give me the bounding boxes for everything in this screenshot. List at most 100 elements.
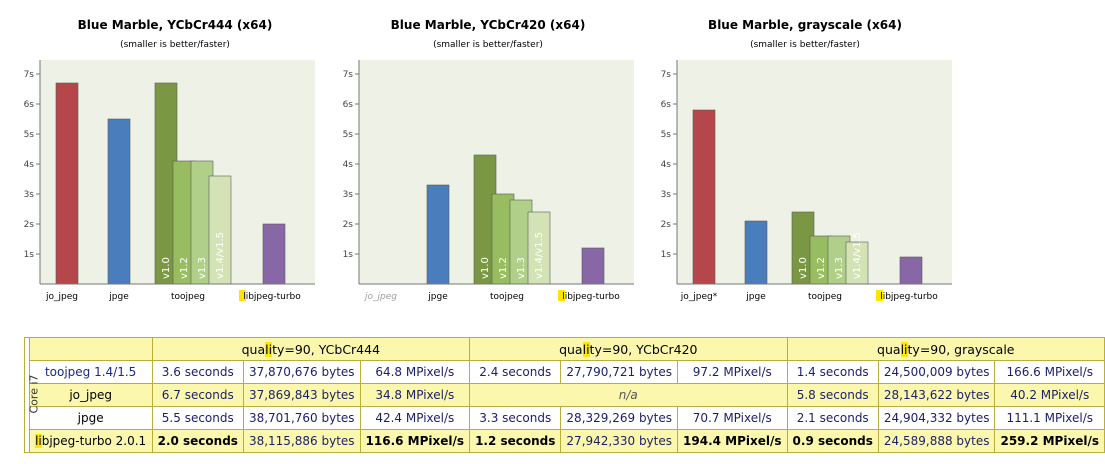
y-tick-label: 7s xyxy=(24,70,35,80)
cell: 42.4 MPixel/s xyxy=(359,406,471,430)
chart-3: Blue Marble, grayscale (x64) (smaller is … xyxy=(661,18,952,302)
y-tick-label: 1s xyxy=(24,250,35,260)
label-highlight xyxy=(558,290,565,301)
category-label: toojpeg xyxy=(490,292,524,302)
table-row-libjpeg-turbo: libjpeg-turbo 2.0.1 2.0 seconds 38,115,8… xyxy=(25,429,1105,453)
category-label: jpge xyxy=(108,292,129,302)
chart-title: Blue Marble, grayscale (x64) xyxy=(708,18,902,32)
bar xyxy=(107,118,131,285)
header-ycbcr444-text: quality=90, YCbCr444 xyxy=(241,341,381,357)
y-tick-label: 4s xyxy=(343,160,354,170)
cell: 40.2 MPixel/s xyxy=(994,383,1105,407)
category-label: toojpeg xyxy=(808,292,842,302)
cell: 259.2 MPixel/s xyxy=(994,429,1105,453)
cell: 24,589,888 bytes xyxy=(877,429,996,453)
category-label: jo_jpeg* xyxy=(680,292,718,302)
bar-version-label: v1.0 xyxy=(161,257,172,279)
cell: 5.5 seconds xyxy=(151,406,244,430)
category-label: jo_jpeg xyxy=(363,292,397,302)
chart-subtitle: (smaller is better/faster) xyxy=(120,40,230,50)
cell: 2.1 seconds xyxy=(786,406,879,430)
bar-version-label: v1.4/v1.5 xyxy=(852,232,863,279)
cell: 194.4 MPixel/s xyxy=(677,429,788,453)
cell: 2.0 seconds xyxy=(151,429,244,453)
cell: 34.8 MPixel/s xyxy=(359,383,471,407)
benchmark-charts: Blue Marble, YCbCr444 (x64) (smaller is b… xyxy=(24,18,952,302)
benchmark-table: Core i7 quality=90, YCbCr444 quality=90,… xyxy=(24,337,1105,453)
category-label: toojpeg xyxy=(171,292,205,302)
cell: 24,500,009 bytes xyxy=(877,360,996,384)
y-tick-label: 5s xyxy=(24,130,35,140)
category-label: jpge xyxy=(427,292,448,302)
table-row-jpge: jpge 5.5 seconds 38,701,760 bytes 42.4 M… xyxy=(25,406,1105,430)
bar-version-label: v1.4/v1.5 xyxy=(215,232,226,279)
cell: 37,869,843 bytes xyxy=(242,383,361,407)
core-label-cell: Core i7 xyxy=(24,337,41,453)
y-tick-label: 5s xyxy=(661,130,672,140)
header-empty xyxy=(28,337,153,361)
cell: 166.6 MPixel/s xyxy=(994,360,1105,384)
bar xyxy=(426,184,450,285)
bar xyxy=(692,109,716,285)
label-highlight xyxy=(876,290,883,301)
bar-version-label: v1.3 xyxy=(516,257,527,279)
cell: 111.1 MPixel/s xyxy=(994,406,1105,430)
core-label: Core i7 xyxy=(27,374,41,414)
y-tick-label: 1s xyxy=(343,250,354,260)
y-tick-label: 6s xyxy=(24,100,35,110)
bar-version-label: v1.2 xyxy=(179,257,190,279)
bar-version-label: v1.3 xyxy=(834,257,845,279)
bar xyxy=(744,220,768,285)
cell: 3.3 seconds xyxy=(469,406,562,430)
bar xyxy=(581,247,605,285)
chart-title: Blue Marble, YCbCr420 (x64) xyxy=(391,18,586,32)
category-label: jo_jpeg xyxy=(45,292,78,302)
cell: 5.8 seconds xyxy=(786,383,879,407)
y-tick-label: 3s xyxy=(343,190,354,200)
y-tick-label: 4s xyxy=(24,160,35,170)
cell: 28,143,622 bytes xyxy=(877,383,996,407)
row-label-jpge: jpge xyxy=(28,406,153,430)
bar-version-label: v1.3 xyxy=(197,257,208,279)
cell: 2.4 seconds xyxy=(469,360,562,384)
cell: 28,329,269 bytes xyxy=(560,406,679,430)
cell: 38,115,886 bytes xyxy=(242,429,361,453)
label-highlight xyxy=(239,290,246,301)
cell: 38,701,760 bytes xyxy=(242,406,361,430)
header-grayscale-text: quality=90, grayscale xyxy=(877,341,1015,357)
cell: 1.2 seconds xyxy=(469,429,562,453)
bar-version-label: v1.4/v1.5 xyxy=(534,232,545,279)
category-label: libjpeg-turbo xyxy=(243,292,301,302)
y-tick-label: 6s xyxy=(661,100,672,110)
cell: 0.9 seconds xyxy=(786,429,879,453)
cell: 27,790,721 bytes xyxy=(560,360,679,384)
bar xyxy=(899,256,923,285)
y-tick-label: 4s xyxy=(661,160,672,170)
cell: 97.2 MPixel/s xyxy=(677,360,788,384)
chart-1: Blue Marble, YCbCr444 (x64) (smaller is b… xyxy=(24,18,315,302)
y-tick-label: 7s xyxy=(343,70,354,80)
bar xyxy=(262,223,286,285)
y-tick-label: 2s xyxy=(24,220,35,230)
chart-title: Blue Marble, YCbCr444 (x64) xyxy=(78,18,273,32)
cell: 24,904,332 bytes xyxy=(877,406,996,430)
row-label-jo-jpeg: jo_jpeg xyxy=(28,383,153,407)
table-header-row: Core i7 quality=90, YCbCr444 quality=90,… xyxy=(24,337,1105,453)
cell: 27,942,330 bytes xyxy=(560,429,679,453)
cell: 116.6 MPixel/s xyxy=(359,429,471,453)
cell-na: n/a xyxy=(469,383,788,407)
y-tick-label: 5s xyxy=(343,130,354,140)
cell: 70.7 MPixel/s xyxy=(677,406,788,430)
cell: 3.6 seconds xyxy=(151,360,244,384)
cell: 6.7 seconds xyxy=(151,383,244,407)
header-grayscale: quality=90, grayscale xyxy=(786,337,1105,361)
y-tick-label: 2s xyxy=(661,220,672,230)
cell: 64.8 MPixel/s xyxy=(359,360,471,384)
header-ycbcr420-text: quality=90, YCbCr420 xyxy=(559,341,698,357)
bar-version-label: v1.0 xyxy=(480,257,491,279)
header-ycbcr444: quality=90, YCbCr444 xyxy=(151,337,471,361)
bar xyxy=(55,82,79,285)
table-row-jo-jpeg: jo_jpeg 6.7 seconds 37,869,843 bytes 34.… xyxy=(25,383,1105,407)
category-label: libjpeg-turbo xyxy=(880,292,938,302)
chart-2: Blue Marble, YCbCr420 (x64) (smaller is b… xyxy=(343,18,634,302)
